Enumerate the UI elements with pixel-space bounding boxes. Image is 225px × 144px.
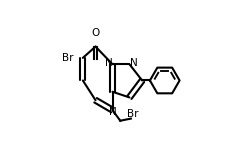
Text: O: O — [91, 28, 100, 38]
Text: N: N — [109, 107, 116, 117]
Text: N: N — [105, 58, 112, 68]
Text: Br: Br — [126, 109, 138, 119]
Text: Br: Br — [62, 53, 74, 63]
Text: N: N — [130, 58, 137, 68]
